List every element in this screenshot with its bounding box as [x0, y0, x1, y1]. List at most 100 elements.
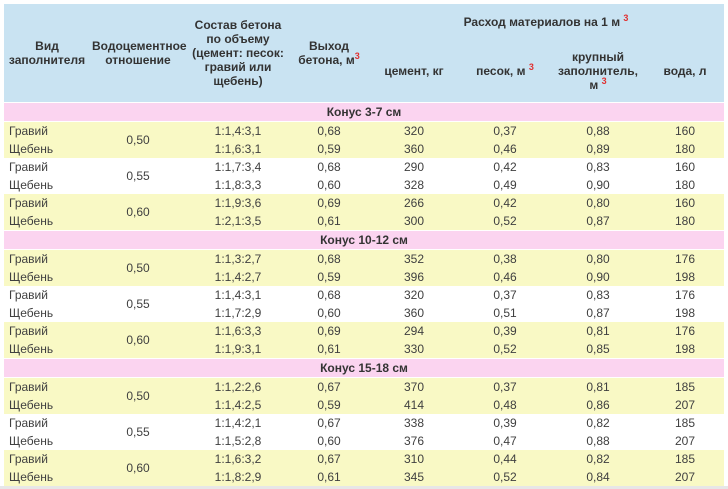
cement-cell: 370	[368, 377, 460, 396]
composition-cell: 1:1,6:3,1	[186, 140, 290, 158]
section-title: Конус 15-18 см	[4, 358, 724, 378]
yield-cell: 0,61	[290, 468, 368, 486]
yield-cell: 0,67	[290, 414, 368, 432]
cement-cell: 345	[368, 468, 460, 486]
table-row: Гравий 0,50 1:1,2:2,6 0,67 370 0,37 0,81…	[4, 377, 724, 414]
coarse-cell: 0,83	[550, 286, 646, 304]
cubic-sup: 3	[528, 62, 534, 72]
water-cell: 180	[646, 140, 724, 158]
sand-cell: 0,47	[460, 432, 550, 450]
table-row: Щебень 1:1,4:2,7 0,59 396 0,46 0,90 198	[4, 268, 724, 286]
cement-cell: 360	[368, 304, 460, 322]
table-row: Щебень 1:1,4:2,5 0,59 414 0,48 0,86 207	[4, 396, 724, 414]
fill-type-cell: Щебень	[4, 396, 90, 414]
wc-ratio-cell: 0,60	[90, 194, 186, 231]
coarse-cell: 0,80	[550, 194, 646, 212]
col-header-wc-ratio: Водоцементное отношение	[90, 4, 187, 103]
table-row: Гравий 0,55 1:1,4:2,1 0,67 338 0,39 0,82…	[4, 414, 724, 450]
cubic-sup: 3	[623, 13, 629, 23]
col-header-fill-type: Вид заполнителя	[4, 4, 90, 103]
composition-cell: 1:1,2:2,6	[186, 377, 290, 396]
sand-cell: 0,37	[460, 286, 550, 304]
composition-cell: 1:1,4:2,1	[186, 414, 290, 432]
wc-ratio-cell: 0,55	[90, 286, 186, 322]
table-row: Гравий 0,50 1:1,4:3,1 0,68 320 0,37 0,88…	[4, 121, 724, 158]
wc-ratio-cell: 0,50	[90, 249, 186, 286]
yield-cell: 0,69	[290, 322, 368, 340]
section-title: Конус 3-7 см	[4, 102, 724, 122]
section-header-cone-3-7: Конус 3-7 см	[4, 102, 724, 122]
composition-cell: 1:1,4:2,5	[186, 396, 290, 414]
table-row: Щебень 1:1,9:3,1 0,61 330 0,52 0,85 198	[4, 340, 724, 359]
cement-cell: 352	[368, 249, 460, 268]
cement-cell: 320	[368, 121, 460, 140]
water-cell: 176	[646, 322, 724, 340]
sand-cell: 0,52	[460, 212, 550, 231]
coarse-cell: 0,87	[550, 212, 646, 231]
water-cell: 180	[646, 212, 724, 231]
fill-type-cell: Щебень	[4, 212, 90, 231]
composition-cell: 1:1,9:3,1	[186, 340, 290, 359]
yield-cell: 0,69	[290, 194, 368, 212]
yield-cell: 0,59	[290, 140, 368, 158]
table-row: Гравий 0,50 1:1,3:2,7 0,68 352 0,38 0,80…	[4, 249, 724, 286]
composition-cell: 1:1,4:3,1	[186, 286, 290, 304]
table-row: Гравий 0,60 1:1,6:3,2 0,67 310 0,44 0,82…	[4, 450, 724, 486]
water-cell: 185	[646, 450, 724, 468]
coarse-cell: 0,87	[550, 304, 646, 322]
cement-cell: 300	[368, 212, 460, 231]
table-body: Конус 3-7 см Гравий 0,50 1:1,4:3,1 0,68 …	[4, 102, 724, 486]
coarse-cell: 0,90	[550, 268, 646, 286]
fill-type-cell: Гравий	[4, 377, 90, 396]
fill-type-cell: Гравий	[4, 249, 90, 268]
yield-cell: 0,67	[290, 450, 368, 468]
coarse-cell: 0,88	[550, 121, 646, 140]
yield-cell: 0,61	[290, 340, 368, 359]
fill-type-cell: Гравий	[4, 450, 90, 468]
sand-cell: 0,44	[460, 450, 550, 468]
yield-cell: 0,68	[290, 121, 368, 140]
composition-cell: 1:1,9:3,6	[186, 194, 290, 212]
water-cell: 176	[646, 249, 724, 268]
cement-cell: 310	[368, 450, 460, 468]
composition-cell: 1:1,4:3,1	[186, 121, 290, 140]
table-row: Щебень 1:1,5:2,8 0,60 376 0,47 0,88 207	[4, 432, 724, 450]
coarse-cell: 0,90	[550, 176, 646, 194]
fill-type-cell: Щебень	[4, 176, 90, 194]
fill-type-cell: Гравий	[4, 286, 90, 304]
fill-type-cell: Щебень	[4, 340, 90, 359]
cement-cell: 320	[368, 286, 460, 304]
table-row: Гравий 0,55 1:1,4:3,1 0,68 320 0,37 0,83…	[4, 286, 724, 322]
water-cell: 198	[646, 268, 724, 286]
composition-cell: 1:1,7:3,4	[186, 158, 290, 176]
col-header-cement-label: цемент, кг	[384, 64, 444, 78]
yield-cell: 0,61	[290, 212, 368, 231]
composition-cell: 1:1,6:3,2	[186, 450, 290, 468]
fill-type-cell: Щебень	[4, 432, 90, 450]
col-header-coarse: крупный заполнитель, м 3	[550, 40, 646, 103]
composition-cell: 1:1,7:2,9	[186, 304, 290, 322]
col-header-yield: Выход бетона, м3	[290, 4, 368, 103]
yield-cell: 0,59	[290, 268, 368, 286]
cement-cell: 338	[368, 414, 460, 432]
sand-cell: 0,38	[460, 249, 550, 268]
wc-ratio-cell: 0,55	[90, 158, 186, 194]
col-header-composition-label: Состав бетона по объему (цемент: песок: …	[192, 18, 284, 88]
col-header-consumption-label: Расход материалов на 1 м	[463, 15, 621, 29]
sand-cell: 0,52	[460, 468, 550, 486]
section-header-cone-15-18: Конус 15-18 см	[4, 358, 724, 378]
water-cell: 207	[646, 396, 724, 414]
table-row: Гравий 0,55 1:1,7:3,4 0,68 290 0,42 0,83…	[4, 158, 724, 194]
yield-cell: 0,68	[290, 158, 368, 176]
water-cell: 198	[646, 340, 724, 359]
coarse-cell: 0,88	[550, 432, 646, 450]
coarse-cell: 0,82	[550, 414, 646, 432]
sand-cell: 0,46	[460, 140, 550, 158]
col-header-water: вода, л	[646, 40, 724, 103]
sand-cell: 0,48	[460, 396, 550, 414]
composition-cell: 1:1,5:2,8	[186, 432, 290, 450]
col-header-yield-label: Выход бетона, м	[298, 39, 355, 67]
fill-type-cell: Щебень	[4, 268, 90, 286]
sand-cell: 0,52	[460, 340, 550, 359]
